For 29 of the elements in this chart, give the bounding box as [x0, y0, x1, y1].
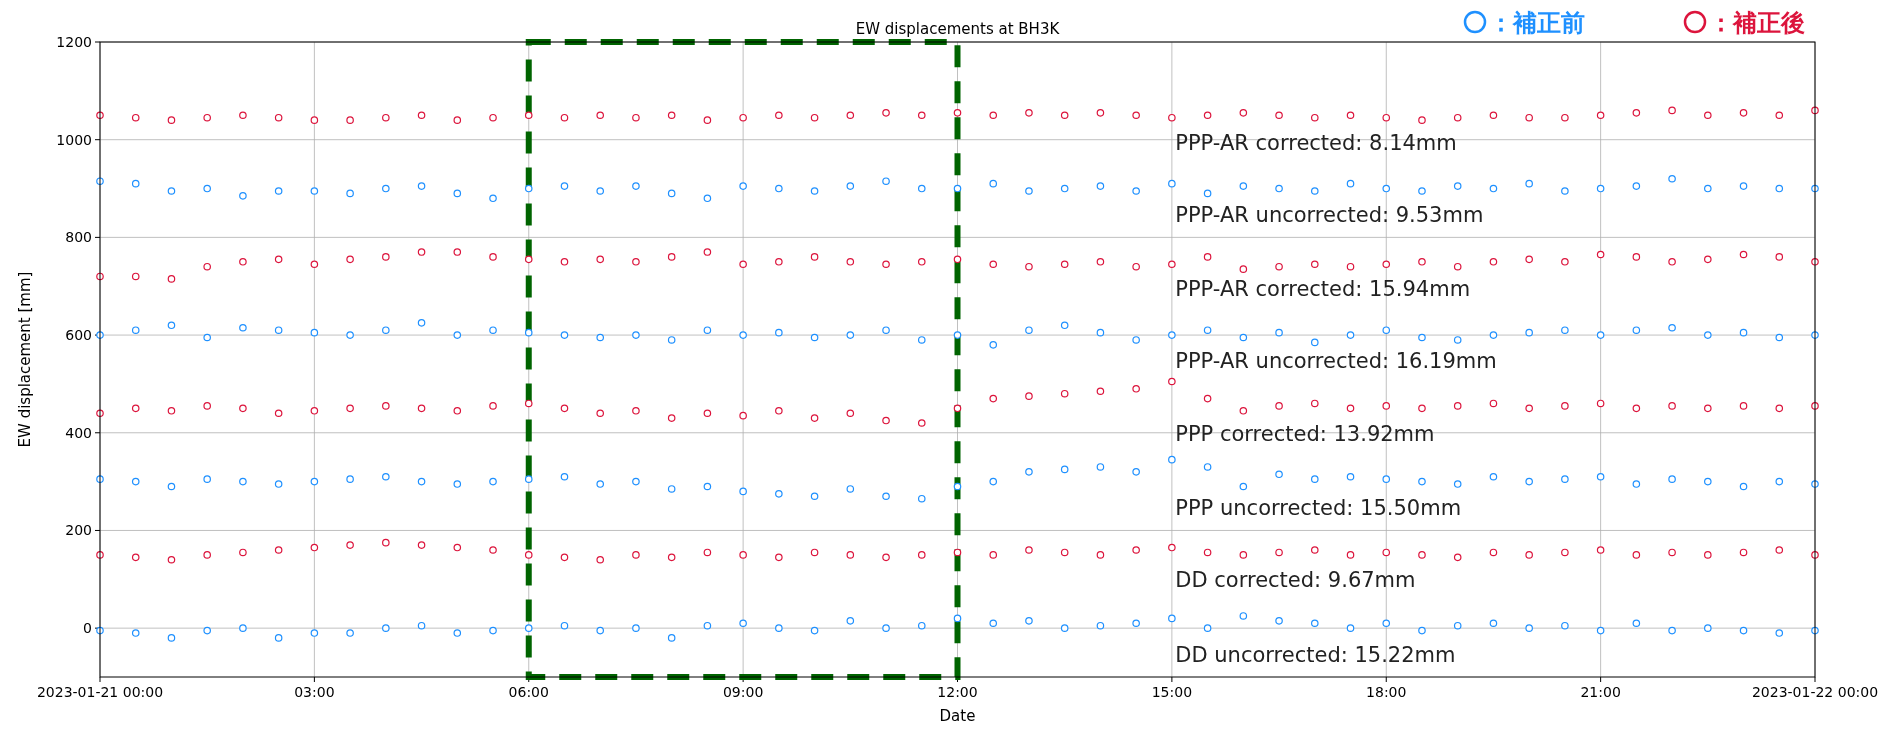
y-tick-label: 0 [83, 620, 92, 637]
x-tick-label: 2023-01-21 00:00 [36, 684, 164, 700]
text: ：補正前 [1489, 9, 1585, 37]
x-tick-label: 18:00 [1366, 684, 1407, 700]
y-tick-label: 200 [65, 522, 92, 539]
chart-title: EW displacements at BH3K [855, 20, 1061, 38]
y-tick-label: 1000 [56, 131, 92, 148]
x-tick-label: 15:00 [1151, 684, 1193, 700]
series-label: DD uncorrected: 15.22mm [1175, 642, 1456, 667]
x-tick-label: 2023-01-22 00:00 [1751, 684, 1879, 700]
series-label: PPP-AR corrected: 15.94mm [1175, 276, 1471, 301]
x-axis-title: Date [939, 707, 976, 725]
x-tick-label: 21:00 [1580, 684, 1621, 700]
text: ：補正後 [1709, 9, 1805, 37]
x-tick-label: 06:00 [508, 684, 549, 700]
series-label: PPP-AR uncorrected: 9.53mm [1175, 203, 1484, 228]
y-axis-title: EW displacement [mm] [16, 271, 34, 448]
y-tick-label: 1200 [56, 34, 92, 50]
y-tick-label: 600 [65, 327, 92, 344]
y-tick-label: 800 [65, 229, 92, 246]
series-label: PPP-AR uncorrected: 16.19mm [1175, 348, 1497, 373]
y-tick-label: 400 [65, 424, 92, 441]
series-label: PPP uncorrected: 15.50mm [1175, 496, 1462, 521]
x-tick-label: 09:00 [722, 684, 764, 700]
series-label: PPP-AR corrected: 8.14mm [1175, 131, 1457, 156]
x-tick-label: 03:00 [294, 684, 335, 700]
series-label: DD corrected: 9.67mm [1175, 567, 1416, 592]
x-tick-label: 12:00 [937, 684, 978, 700]
series-label: PPP corrected: 13.92mm [1175, 422, 1435, 447]
